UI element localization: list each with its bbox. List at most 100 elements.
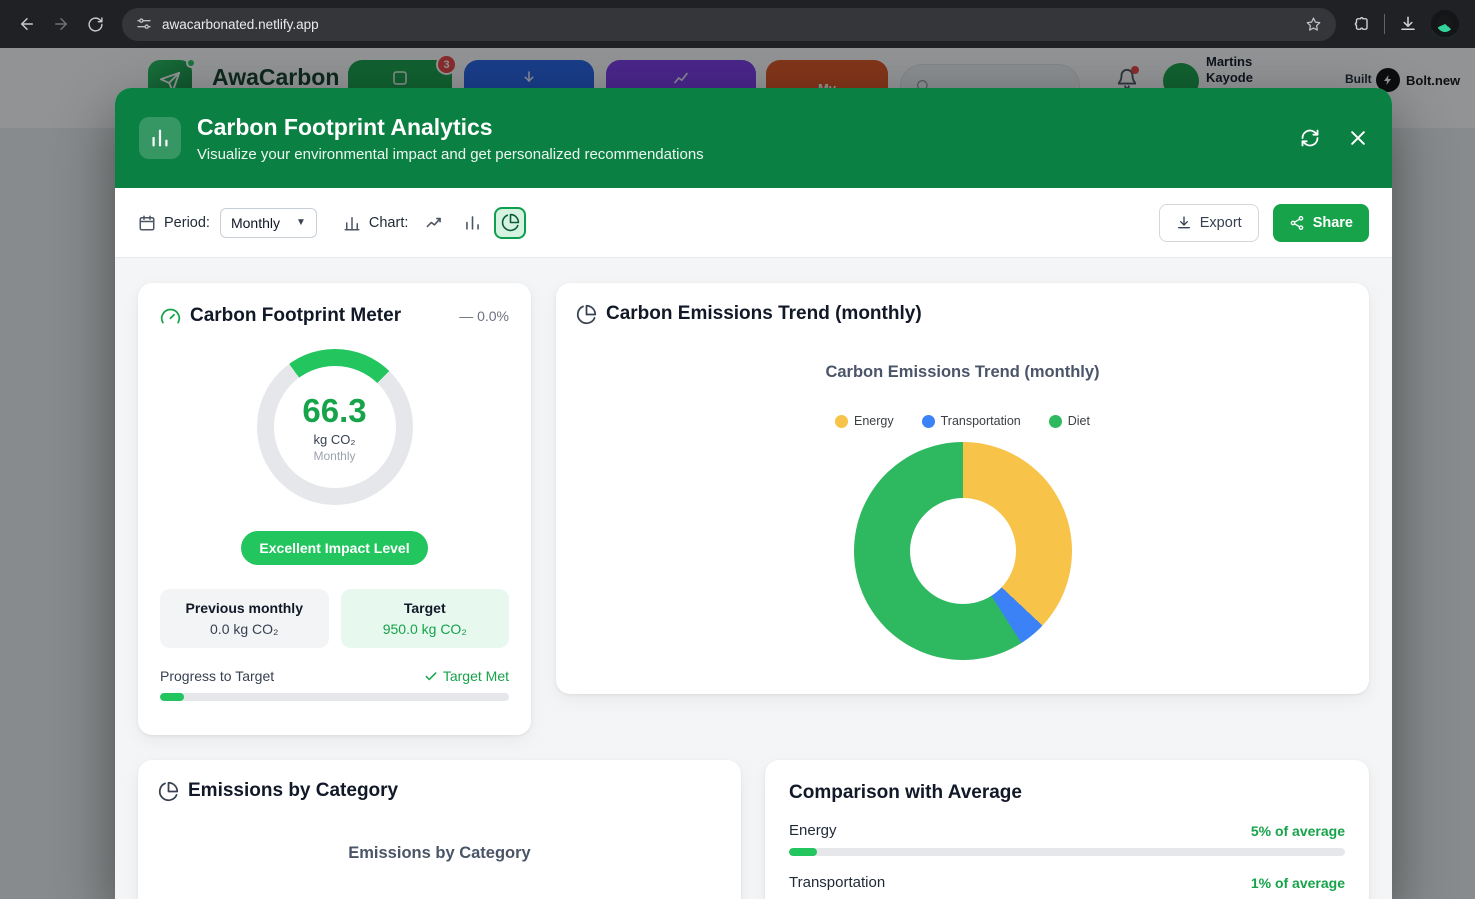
legend-dot	[835, 414, 848, 428]
legend-dot	[921, 414, 935, 428]
comparison-row-value: 1% of average	[1250, 874, 1345, 891]
line-chart-icon	[426, 217, 441, 228]
previous-value: 0.0 kg CO₂	[210, 621, 279, 637]
online-status-dot	[186, 58, 196, 68]
previous-stat-box: Previous monthly 0.0 kg CO₂	[160, 589, 329, 648]
comparison-row-label: Energy	[789, 822, 837, 839]
chrome-divider	[1384, 14, 1385, 34]
progress-status-text: Target Met	[442, 668, 509, 684]
target-value: 950.0 kg CO₂	[382, 621, 467, 637]
comparison-card-title: Comparison with Average	[789, 782, 1022, 803]
check-icon	[425, 672, 437, 681]
legend-item-diet[interactable]: Diet	[1048, 414, 1090, 428]
target-progress-header: Progress to Target Target Met	[160, 668, 509, 684]
forward-button[interactable]	[44, 7, 78, 41]
period-select-value: Monthly	[230, 214, 280, 231]
meter-card-header: Carbon Footprint Meter — 0.0%	[160, 305, 509, 327]
trend-card-title: Carbon Emissions Trend (monthly)	[606, 303, 922, 324]
trend-chart-title: Carbon Emissions Trend (monthly)	[825, 363, 1100, 381]
progress-label: Progress to Target	[160, 668, 275, 684]
chart-label: Chart:	[368, 214, 409, 231]
legend-label-transportation: Transportation	[940, 414, 1021, 428]
downloads-icon[interactable]	[1399, 15, 1417, 33]
built-label: Built	[1345, 72, 1372, 86]
comparison-bar-fill	[789, 848, 817, 856]
category-card-title: Emissions by Category	[188, 780, 399, 801]
bell-notification-dot	[1131, 66, 1139, 74]
chevron-down-icon: ▼	[295, 217, 306, 228]
carbon-footprint-meter-card: Carbon Footprint Meter — 0.0% 66.3 kg CO…	[138, 283, 531, 735]
comparison-row-value: 5% of average	[1250, 822, 1345, 839]
pie-chart-icon	[501, 213, 520, 232]
line-chart-button[interactable]	[418, 207, 450, 239]
carbon-gauge: 66.3 kg CO₂ Monthly	[256, 349, 413, 505]
modal-body: Carbon Footprint Meter — 0.0% 66.3 kg CO…	[115, 258, 1392, 899]
share-label: Share	[1312, 214, 1353, 231]
impact-level-badge: Excellent Impact Level	[241, 531, 428, 565]
user-name: Martins Kayode	[1206, 54, 1253, 86]
forward-icon	[55, 18, 67, 30]
nav-button-1-icon	[393, 71, 407, 85]
bookmark-star-icon[interactable]	[1305, 16, 1322, 33]
progress-status: Target Met	[424, 668, 509, 684]
meter-stats: Previous monthly 0.0 kg CO₂ Target 950.0…	[160, 589, 509, 648]
refresh-icon[interactable]	[1300, 128, 1320, 148]
comparison-card: Comparison with Average Energy 5% of ave…	[765, 760, 1369, 899]
nav-button-3-icon	[674, 72, 688, 84]
target-progress-fill	[160, 693, 185, 701]
period-select[interactable]: Monthly ▼	[219, 207, 317, 238]
chart-legend: Energy Transportation Diet	[576, 414, 1349, 428]
export-button[interactable]: Export	[1158, 203, 1259, 242]
period-label: Period:	[164, 214, 210, 231]
close-icon[interactable]	[1348, 128, 1368, 148]
gauge-icon	[160, 308, 181, 323]
comparison-row: Energy 5% of average	[789, 822, 1345, 839]
modal-header-actions	[1300, 128, 1368, 148]
back-button[interactable]	[10, 7, 44, 41]
reload-button[interactable]	[78, 7, 112, 41]
gauge-unit: kg CO₂	[313, 431, 356, 447]
category-chart-title: Emissions by Category	[348, 844, 531, 862]
comparison-row-label: Transportation	[789, 874, 886, 891]
trend-donut-hole	[909, 498, 1016, 604]
site-settings-icon[interactable]	[136, 16, 152, 32]
comparison-bar-track	[789, 848, 1345, 856]
user-last-name: Kayode	[1206, 70, 1253, 85]
gauge-period: Monthly	[313, 448, 356, 463]
meter-delta: — 0.0%	[459, 308, 509, 324]
meter-card-title: Carbon Footprint Meter	[190, 305, 402, 326]
url-text: awacarbonated.netlify.app	[162, 16, 319, 32]
pie-chart-icon	[158, 781, 179, 801]
bolt-label: Bolt.new	[1406, 72, 1461, 88]
toolbar-actions: Export Share	[1158, 203, 1369, 242]
legend-label-diet: Diet	[1067, 414, 1090, 428]
extensions-icon[interactable]	[1352, 15, 1370, 33]
download-icon	[1177, 215, 1190, 228]
bar-chart-small-icon	[466, 216, 479, 230]
reload-icon	[87, 16, 103, 32]
paper-plane-icon	[159, 71, 181, 93]
pie-chart-button[interactable]	[494, 206, 527, 239]
chrome-actions	[1346, 10, 1465, 38]
modal-subtitle: Visualize your environmental impact and …	[197, 145, 704, 163]
bar-chart-button[interactable]	[456, 207, 488, 239]
profile-avatar[interactable]	[1431, 10, 1459, 38]
legend-item-transportation[interactable]: Transportation	[921, 414, 1021, 428]
modal-title: Carbon Footprint Analytics	[197, 113, 493, 140]
legend-item-energy[interactable]: Energy	[835, 414, 894, 428]
legend-label-energy: Energy	[854, 414, 894, 428]
export-label: Export	[1199, 214, 1242, 231]
modal-header: Carbon Footprint Analytics Visualize you…	[115, 88, 1392, 188]
url-bar[interactable]: awacarbonated.netlify.app	[122, 7, 1336, 41]
browser-chrome: awacarbonated.netlify.app	[0, 0, 1475, 48]
category-card-header: Emissions by Category	[158, 780, 721, 802]
trend-donut	[853, 442, 1072, 660]
comparison-row: Transportation 1% of average	[789, 874, 1345, 891]
share-button[interactable]: Share	[1272, 203, 1369, 242]
calendar-icon	[138, 214, 156, 232]
notification-badge: 3	[436, 54, 457, 75]
chart-type-icon	[343, 214, 361, 232]
analytics-icon-box	[139, 117, 181, 159]
brand-name: AwaCarbon	[212, 64, 340, 90]
legend-dot	[1048, 414, 1062, 428]
